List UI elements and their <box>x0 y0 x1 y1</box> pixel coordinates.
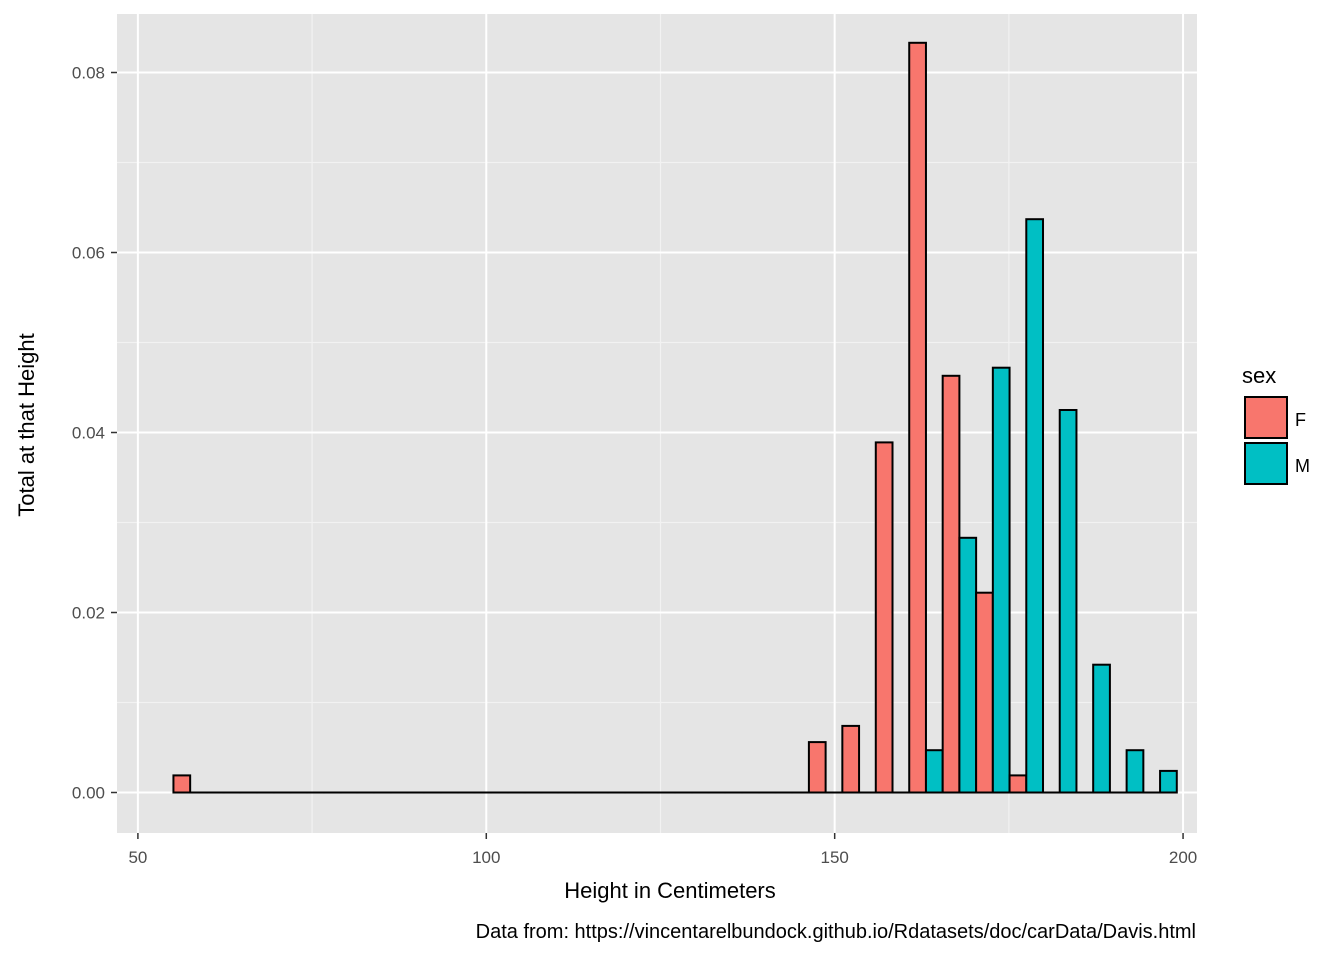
bar-f <box>941 374 961 794</box>
x-axis-title: Height in Centimeters <box>564 878 776 903</box>
bar-f <box>807 741 827 794</box>
x-tick-label: 150 <box>820 848 848 867</box>
bar-f <box>975 591 994 794</box>
major-gridlines <box>117 14 1197 833</box>
bar-f <box>908 41 927 794</box>
bar-m <box>1058 409 1078 794</box>
x-tick-label: 100 <box>472 848 500 867</box>
y-tick-label: 0.06 <box>72 244 105 263</box>
y-tick-label: 0.02 <box>72 604 105 623</box>
legend: sex F M <box>1242 363 1310 485</box>
bar-f <box>1008 774 1028 794</box>
x-tick-label: 50 <box>128 848 147 867</box>
bar-f <box>874 441 894 794</box>
y-tick-label: 0.04 <box>72 424 105 443</box>
bar-m <box>1025 218 1045 794</box>
axes: 50 100 150 200 0.00 0.02 0.04 0.06 0.08 <box>72 64 1197 868</box>
plot-panel <box>117 14 1197 833</box>
bar-f <box>172 774 192 794</box>
bar-m <box>958 536 978 794</box>
bar-m <box>1159 769 1178 794</box>
caption: Data from: https://vincentarelbundock.gi… <box>476 921 1196 943</box>
legend-label-f: F <box>1295 410 1306 430</box>
bar-m <box>924 749 944 794</box>
legend-key-m <box>1244 442 1288 485</box>
y-tick-label: 0.08 <box>72 64 105 83</box>
x-tick-label: 200 <box>1169 848 1197 867</box>
bar-f <box>841 724 861 794</box>
bars <box>172 41 1178 794</box>
legend-title: sex <box>1242 363 1276 388</box>
y-tick-label: 0.00 <box>72 784 105 803</box>
bar-m <box>991 366 1011 794</box>
bar-m <box>1125 749 1145 794</box>
legend-label-m: M <box>1295 456 1310 476</box>
legend-key-f <box>1244 396 1288 439</box>
y-axis-title: Total at that Height <box>14 333 39 516</box>
bar-m <box>1092 663 1111 794</box>
